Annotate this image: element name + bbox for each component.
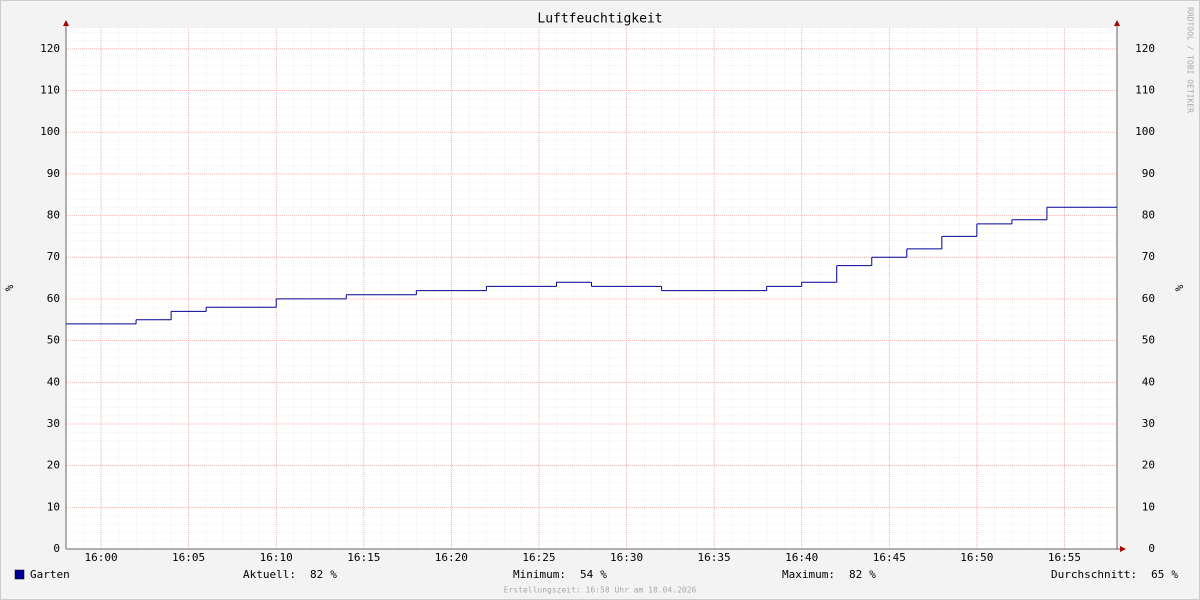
y-tick-label: 80 [47,209,60,222]
legend-swatch [14,569,25,580]
y2-tick-label: 100 [1135,125,1155,138]
y-tick-label: 10 [47,500,60,513]
x-tick-label: 16:25 [522,551,555,564]
axis-arrow [63,20,69,26]
watermark: RRDTOOL / TOBI OETIKER [1186,7,1195,113]
y2-tick-label: 90 [1142,167,1155,180]
y2-tick-label: 20 [1142,459,1155,472]
stat: Maximum: 82% [782,568,876,581]
stat-unit: % [600,568,607,581]
stat-unit: % [330,568,337,581]
y2-tick-label: 40 [1142,375,1155,388]
stat-value: 54 [580,568,594,581]
stat: Aktuell: 82% [243,568,337,581]
y2-tick-label: 110 [1135,84,1155,97]
x-tick-label: 16:35 [698,551,731,564]
footer: Erstellungszeit: 16:58 Uhr am 18.04.2026 [504,586,697,595]
stat: Durchschnitt: 65% [1051,568,1178,581]
x-tick-label: 16:45 [873,551,906,564]
axis-arrow [1114,20,1120,26]
stat-unit: % [869,568,876,581]
y-tick-label: 70 [47,250,60,263]
y-tick-label: 50 [47,334,60,347]
x-tick-label: 16:30 [610,551,643,564]
stat: Minimum: 54% [513,568,607,581]
x-tick-label: 16:55 [1048,551,1081,564]
y2-tick-label: 120 [1135,42,1155,55]
y2-tick-label: 10 [1142,500,1155,513]
y2-tick-label: 60 [1142,292,1155,305]
x-tick-label: 16:15 [347,551,380,564]
x-tick-label: 16:40 [785,551,818,564]
stat-label: Maximum: [782,568,835,581]
stat-label: Durchschnitt: [1051,568,1137,581]
y-tick-label: 100 [40,125,60,138]
stat-label: Minimum: [513,568,566,581]
legend-label: Garten [30,568,70,581]
stat-value: 82 [310,568,323,581]
x-tick-label: 16:05 [172,551,205,564]
minor-grid [66,28,1117,549]
stat-value: 65 [1151,568,1164,581]
y2-tick-label: 80 [1142,209,1155,222]
y-tick-label: 90 [47,167,60,180]
y2-tick-label: 0 [1148,542,1155,555]
x-tick-label: 16:20 [435,551,468,564]
y-tick-label: 0 [53,542,60,555]
stat-label: Aktuell: [243,568,296,581]
y2-tick-label: 70 [1142,250,1155,263]
y-tick-label: 30 [47,417,60,430]
x-tick-label: 16:10 [260,551,293,564]
chart-title: Luftfeuchtigkeit [537,12,662,27]
y2-tick-label: 50 [1142,334,1155,347]
x-tick-label: 16:50 [960,551,993,564]
y-tick-label: 60 [47,292,60,305]
y-tick-label: 40 [47,375,60,388]
stat-value: 82 [849,568,862,581]
y2-tick-label: 30 [1142,417,1155,430]
y2-axis-label: % [1173,284,1186,291]
y-tick-label: 110 [40,84,60,97]
x-tick-label: 16:00 [84,551,117,564]
axis-arrow [1120,546,1126,552]
y-tick-label: 120 [40,42,60,55]
stat-unit: % [1171,568,1178,581]
y-tick-label: 20 [47,459,60,472]
y-axis-label: % [3,284,16,291]
